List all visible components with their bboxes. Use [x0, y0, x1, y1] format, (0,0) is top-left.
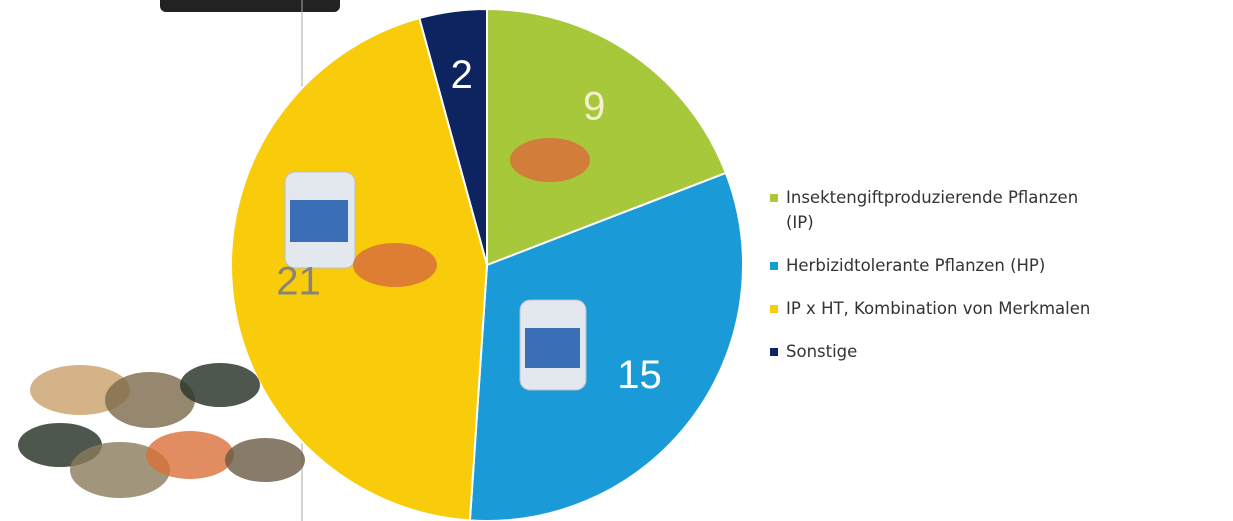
insect [105, 372, 195, 428]
data-label: 21 [276, 260, 321, 304]
data-labels: 9 15 21 2 [276, 53, 662, 397]
legend-item: Herbizidtolerante Pflanzen (HP) [770, 253, 1230, 278]
insect [180, 363, 260, 407]
legend-label: IP x HT, Kombination von Merkmalen [786, 299, 1091, 318]
legend-item: Insektengiftproduzierende Pflanzen (IP) [770, 185, 1230, 235]
canister-label [290, 200, 348, 242]
pie-slice [486, 7, 728, 267]
legend-swatch [770, 194, 778, 202]
legend-label: Herbizidtolerante Pflanzen (HP) [786, 256, 1046, 275]
data-label: 9 [583, 84, 605, 128]
canister-label [525, 328, 580, 368]
insect [225, 438, 305, 482]
legend-swatch [770, 262, 778, 270]
pie-slice [468, 171, 744, 521]
decorations [18, 138, 590, 498]
insect [353, 243, 437, 287]
legend-swatch [770, 305, 778, 313]
insect [510, 138, 590, 182]
data-label: 15 [617, 353, 662, 397]
legend-item: IP x HT, Kombination von Merkmalen [770, 296, 1230, 321]
legend-swatch [770, 348, 778, 356]
data-label: 2 [451, 53, 473, 97]
insect [70, 442, 170, 498]
pie-slice [418, 7, 488, 266]
legend: Insektengiftproduzierende Pflanzen (IP) H… [770, 185, 1230, 382]
insect [146, 431, 234, 479]
pie [230, 7, 744, 521]
legend-label: Sonstige [786, 342, 858, 361]
header-box [160, 0, 340, 12]
legend-label: Insektengiftproduzierende Pflanzen (IP) [786, 188, 1079, 232]
insect [30, 365, 130, 415]
legend-item: Sonstige [770, 339, 1230, 364]
